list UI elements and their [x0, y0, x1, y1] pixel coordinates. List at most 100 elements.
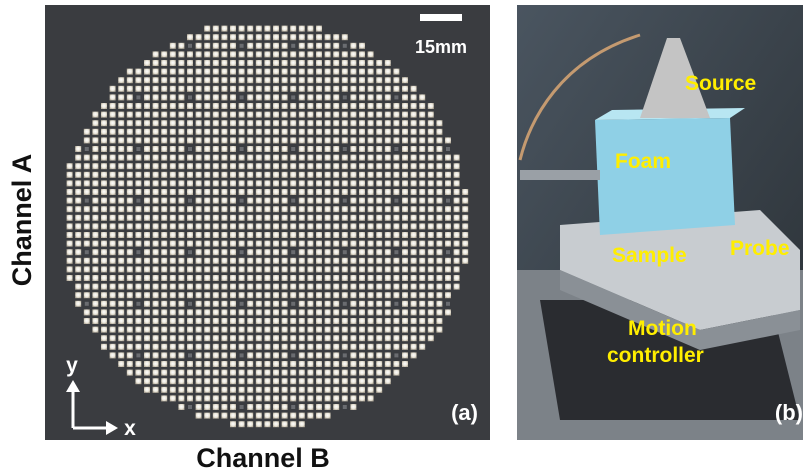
unit-cell [419, 292, 425, 298]
unit-cell [316, 206, 322, 212]
unit-cell [376, 137, 382, 143]
unit-cell [204, 258, 210, 264]
unit-cell [170, 60, 176, 66]
unit-cell [333, 103, 339, 109]
unit-cell [402, 172, 408, 178]
unit-cell [350, 215, 356, 221]
unit-cell [264, 77, 270, 83]
unit-cell [290, 112, 296, 118]
unit-cell [84, 189, 90, 195]
unit-cell [273, 318, 279, 324]
unit-cell [170, 94, 176, 100]
unit-cell [230, 241, 236, 247]
unit-cell [454, 241, 460, 247]
unit-cell [67, 232, 73, 238]
unit-cell [127, 137, 133, 143]
unit-cell [350, 146, 356, 152]
unit-cell [419, 309, 425, 315]
unit-cell [359, 361, 365, 367]
unit-cell [110, 137, 116, 143]
unit-cell [385, 163, 391, 169]
unit-cell [101, 327, 107, 333]
unit-cell [256, 51, 262, 57]
unit-cell [299, 155, 305, 161]
unit-cell [385, 292, 391, 298]
unit-cell [385, 180, 391, 186]
unit-cell [247, 172, 253, 178]
unit-cell [92, 163, 98, 169]
unit-cell [84, 232, 90, 238]
unit-cell [135, 266, 141, 272]
unit-cell [342, 60, 348, 66]
unit-cell [385, 215, 391, 221]
unit-cell [84, 275, 90, 281]
unit-cell [359, 395, 365, 401]
unit-cell [359, 206, 365, 212]
unit-cell [170, 223, 176, 229]
unit-cell [196, 301, 202, 307]
unit-cell [230, 258, 236, 264]
unit-cell [256, 86, 262, 92]
unit-cell [110, 292, 116, 298]
axis-x-label: x [124, 417, 136, 440]
unit-cell [170, 241, 176, 247]
unit-cell [290, 421, 296, 427]
unit-cell [273, 94, 279, 100]
unit-cell [368, 387, 374, 393]
unit-cell [325, 327, 331, 333]
unit-cell [376, 258, 382, 264]
unit-cell [239, 258, 245, 264]
unit-cell [204, 232, 210, 238]
unit-cell [307, 172, 313, 178]
unit-cell [282, 395, 288, 401]
unit-cell [273, 146, 279, 152]
unit-cell [230, 335, 236, 341]
unit-cell [307, 146, 313, 152]
unit-cell [247, 413, 253, 419]
unit-cell [350, 241, 356, 247]
unit-cell [376, 370, 382, 376]
unit-cell [325, 198, 331, 204]
unit-cell [213, 378, 219, 384]
unit-cell [350, 60, 356, 66]
unit-cell [127, 94, 133, 100]
unit-cell [161, 352, 167, 358]
unit-cell [230, 387, 236, 393]
unit-cell [350, 344, 356, 350]
unit-cell [118, 198, 124, 204]
unit-cell [419, 137, 425, 143]
unit-cell [187, 34, 193, 40]
unit-cell [307, 378, 313, 384]
unit-cell [385, 352, 391, 358]
unit-cell [376, 361, 382, 367]
unit-cell [385, 318, 391, 324]
unit-cell [325, 146, 331, 152]
unit-cell [359, 309, 365, 315]
unit-cell [136, 95, 140, 99]
unit-cell [230, 69, 236, 75]
unit-cell [221, 60, 227, 66]
unit-cell [127, 361, 133, 367]
unit-cell [376, 206, 382, 212]
unit-cell [196, 215, 202, 221]
unit-cell [178, 370, 184, 376]
unit-cell [187, 163, 193, 169]
unit-cell [394, 95, 398, 99]
unit-cell [221, 335, 227, 341]
unit-cell [307, 361, 313, 367]
unit-cell [462, 258, 468, 264]
unit-cell [101, 172, 107, 178]
unit-cell [256, 292, 262, 298]
unit-cell [428, 335, 434, 341]
unit-cell [256, 284, 262, 290]
unit-cell [170, 163, 176, 169]
unit-cell [446, 302, 450, 306]
unit-cell [247, 43, 253, 49]
unit-cell [299, 404, 305, 410]
unit-cell [333, 223, 339, 229]
unit-cell [144, 292, 150, 298]
unit-cell [325, 361, 331, 367]
unit-cell [325, 77, 331, 83]
unit-cell [101, 266, 107, 272]
unit-cell [350, 172, 356, 178]
